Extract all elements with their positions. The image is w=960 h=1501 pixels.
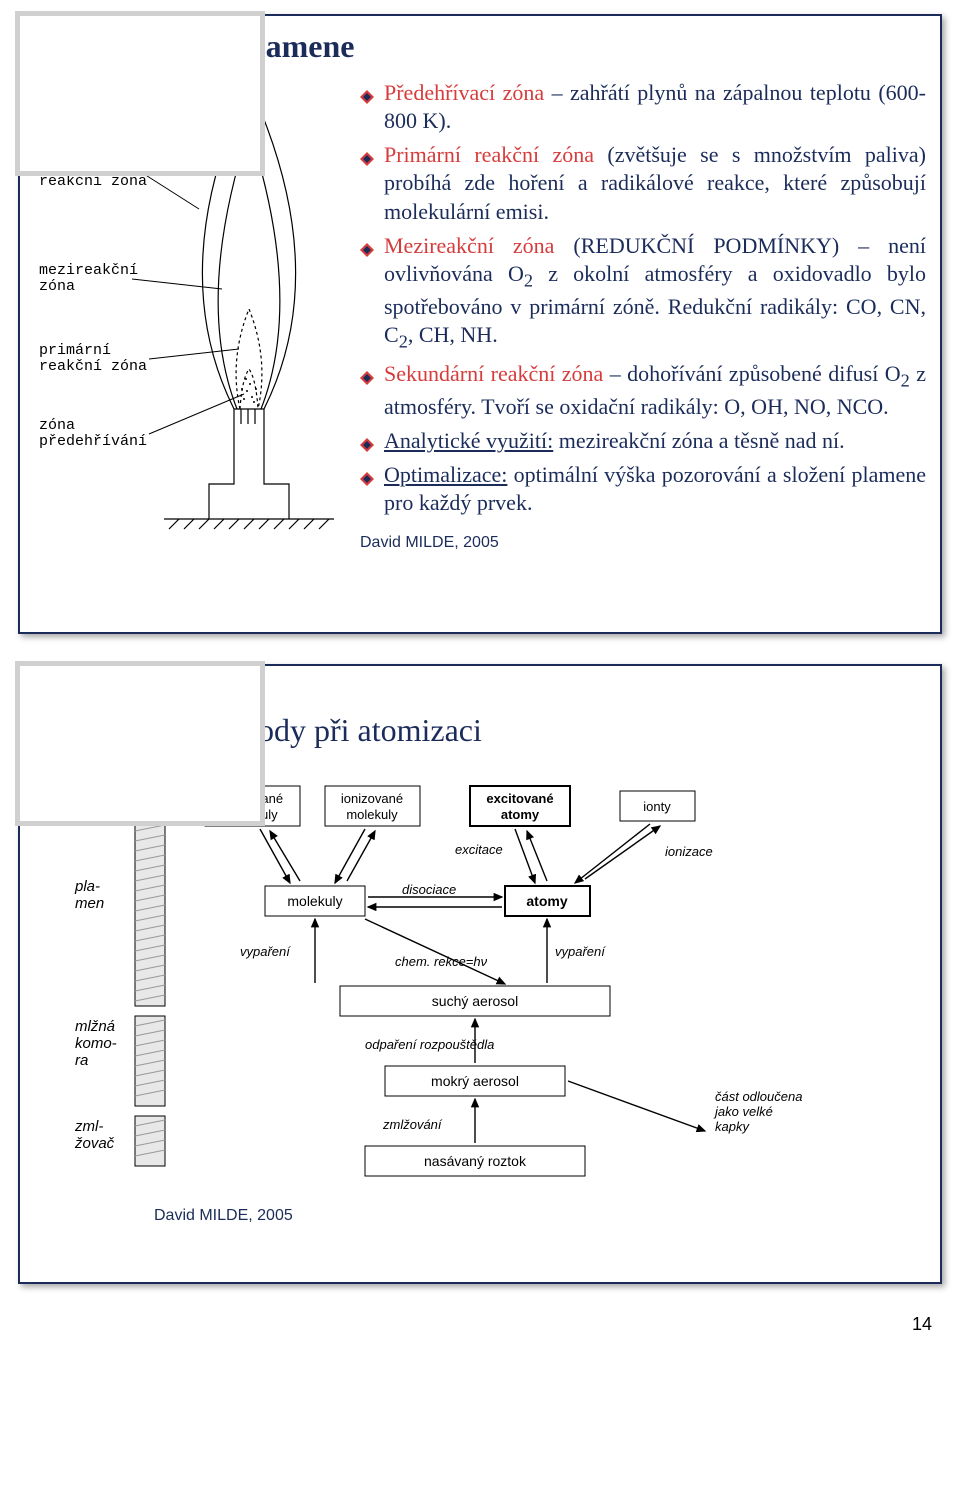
slide-1-attribution: David MILDE, 2005 bbox=[360, 533, 926, 553]
bullet-item: Předehřívací zóna – zahřátí plynů na záp… bbox=[360, 79, 926, 135]
svg-text:molekuly: molekuly bbox=[346, 807, 398, 822]
page-number: 14 bbox=[0, 1314, 932, 1335]
bullet-list: Předehřívací zóna – zahřátí plynů na záp… bbox=[360, 79, 926, 554]
bullet-marker-icon bbox=[360, 83, 374, 97]
bullet-item: Analytické využití: mezireakční zóna a t… bbox=[360, 427, 926, 455]
bullet-marker-icon bbox=[360, 465, 374, 479]
slide-1: Struktura plamene bbox=[18, 14, 942, 634]
atomization-diagram: pla-men mlžnákomo-ra zml-žovač excitovan… bbox=[65, 771, 895, 1191]
corner-decoration bbox=[15, 661, 265, 826]
svg-text:atomy: atomy bbox=[501, 807, 540, 822]
svg-text:pla-men: pla-men bbox=[74, 878, 104, 912]
svg-text:ionizované: ionizované bbox=[341, 791, 403, 806]
svg-text:ionizace: ionizace bbox=[665, 844, 713, 859]
bullet-item: Primární reakční zóna (zvětšuje se s mno… bbox=[360, 141, 926, 225]
bullet-lead: Předehřívací zóna bbox=[384, 80, 544, 105]
bullet-lead: Optimalizace: bbox=[384, 462, 507, 487]
slide-2-wrap: Základní pochody při atomizaci bbox=[18, 664, 942, 1284]
svg-text:molekuly: molekuly bbox=[287, 893, 342, 909]
svg-text:odpaření rozpouštědla: odpaření rozpouštědla bbox=[365, 1037, 494, 1052]
svg-text:chem. rekce=hν: chem. rekce=hν bbox=[395, 954, 488, 969]
bullet-marker-icon bbox=[360, 431, 374, 445]
svg-text:ionty: ionty bbox=[643, 799, 671, 814]
svg-text:vypaření: vypaření bbox=[555, 944, 606, 959]
bullet-lead: Mezireakční zóna bbox=[384, 233, 554, 258]
svg-text:excitované: excitované bbox=[486, 791, 553, 806]
slide-2-attribution: David MILDE, 2005 bbox=[154, 1207, 926, 1225]
bullet-marker-icon bbox=[360, 145, 374, 159]
bullet-marker-icon bbox=[360, 236, 374, 250]
svg-text:disociace: disociace bbox=[402, 882, 456, 897]
bullet-rest: mezireakční zóna a těsně nad ní. bbox=[553, 428, 844, 453]
bullet-marker-icon bbox=[360, 364, 374, 378]
bullet-item: Sekundární reakční zóna – dohořívání způ… bbox=[360, 360, 926, 421]
svg-text:excitace: excitace bbox=[455, 842, 503, 857]
svg-text:atomy: atomy bbox=[526, 893, 567, 909]
corner-decoration bbox=[15, 11, 265, 176]
svg-text:zónapředehřívání: zónapředehřívání bbox=[39, 417, 147, 450]
svg-text:zmlžování: zmlžování bbox=[382, 1117, 443, 1132]
bullet-lead: Sekundární reakční zóna bbox=[384, 361, 603, 386]
svg-text:nasávaný roztok: nasávaný roztok bbox=[424, 1153, 527, 1169]
svg-text:část odloučenajako velkékapky: část odloučenajako velkékapky bbox=[713, 1089, 802, 1134]
svg-text:vypaření: vypaření bbox=[240, 944, 291, 959]
svg-text:mokrý aerosol: mokrý aerosol bbox=[431, 1073, 519, 1089]
bullet-lead: Primární reakční zóna bbox=[384, 142, 594, 167]
svg-text:mlžnákomo-ra: mlžnákomo-ra bbox=[75, 1018, 117, 1069]
svg-text:suchý aerosol: suchý aerosol bbox=[432, 993, 518, 1009]
slide-2: Základní pochody při atomizaci bbox=[18, 664, 942, 1284]
svg-text:primárníreakční zóna: primárníreakční zóna bbox=[39, 342, 147, 375]
bullet-lead: Analytické využití: bbox=[384, 428, 553, 453]
slide-1-wrap: Struktura plamene bbox=[18, 14, 942, 634]
page: Struktura plamene bbox=[0, 14, 960, 1335]
svg-text:zml-žovač: zml-žovač bbox=[74, 1118, 115, 1152]
bullet-item: Mezireakční zóna (REDUKČNÍ PODMÍNKY) – n… bbox=[360, 232, 926, 354]
bullet-item: Optimalizace: optimální výška pozorování… bbox=[360, 461, 926, 517]
svg-text:mezireakčnízóna: mezireakčnízóna bbox=[39, 262, 138, 295]
